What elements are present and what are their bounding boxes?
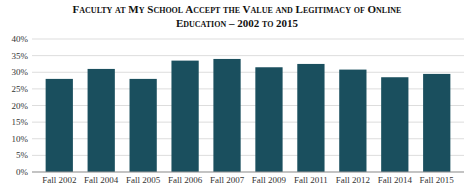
bar bbox=[339, 70, 366, 172]
grid-line bbox=[32, 55, 464, 56]
x-tick-label: Fall 2004 bbox=[84, 175, 119, 185]
bars bbox=[46, 59, 451, 172]
y-tick-label: 0% bbox=[16, 167, 29, 177]
x-tick-label: Fall 2007 bbox=[210, 175, 245, 185]
chart-svg: Faculty at My School Accept the Value an… bbox=[0, 0, 474, 188]
bar bbox=[255, 67, 282, 172]
bar bbox=[381, 77, 408, 172]
x-tick-label: Fall 2015 bbox=[420, 175, 455, 185]
bar bbox=[213, 59, 240, 172]
title-group: Faculty at My School Accept the Value an… bbox=[73, 3, 402, 29]
y-axis: 0% 5% 10% 15% 20% 25% 30% 35% 40% bbox=[12, 34, 465, 177]
chart-title: Faculty at My School Accept the Value an… bbox=[73, 3, 402, 15]
x-tick-label: Fall 2011 bbox=[294, 175, 328, 185]
x-tick-label: Fall 2014 bbox=[378, 175, 413, 185]
grid-line bbox=[32, 39, 464, 40]
y-tick-label: 30% bbox=[12, 67, 29, 77]
x-tick-label: Fall 2002 bbox=[42, 175, 76, 185]
x-tick-label: Fall 2009 bbox=[252, 175, 287, 185]
x-tick-label: Fall 2012 bbox=[336, 175, 370, 185]
bar bbox=[423, 74, 450, 172]
bar bbox=[297, 64, 324, 172]
y-tick-label: 5% bbox=[16, 150, 29, 160]
x-tick-label: Fall 2005 bbox=[126, 175, 161, 185]
bar bbox=[46, 79, 73, 172]
y-tick-label: 10% bbox=[12, 134, 29, 144]
y-tick-label: 25% bbox=[12, 84, 29, 94]
y-tick-label: 15% bbox=[12, 117, 29, 127]
x-tick-label: Fall 2006 bbox=[168, 175, 203, 185]
x-axis: Fall 2002 Fall 2004 Fall 2005 Fall 2006 Fall… bbox=[42, 175, 454, 185]
bar bbox=[130, 79, 157, 172]
bar bbox=[171, 61, 198, 172]
y-tick-label: 20% bbox=[12, 101, 29, 111]
grid-line bbox=[32, 172, 464, 173]
y-tick-label: 35% bbox=[12, 51, 29, 61]
chart-container: Faculty at My School Accept the Value an… bbox=[0, 0, 474, 188]
y-tick-label: 40% bbox=[12, 34, 29, 44]
bar bbox=[88, 69, 115, 172]
x-axis-line bbox=[32, 172, 464, 173]
chart-title: Education – 2002 to 2015 bbox=[176, 17, 299, 29]
